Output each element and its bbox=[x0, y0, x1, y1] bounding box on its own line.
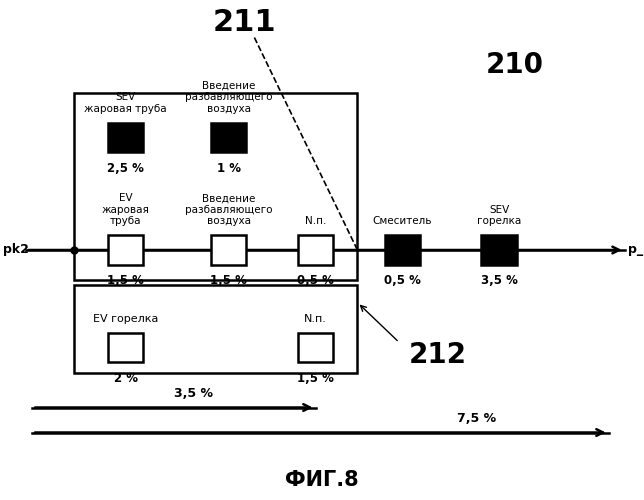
Text: SEV
жаровая труба: SEV жаровая труба bbox=[84, 92, 167, 114]
Text: 3,5 %: 3,5 % bbox=[480, 274, 518, 287]
Bar bbox=[385, 236, 420, 264]
Bar bbox=[74, 92, 357, 280]
Text: 7,5 %: 7,5 % bbox=[457, 412, 496, 425]
Bar bbox=[298, 236, 334, 264]
Bar bbox=[108, 333, 143, 362]
Text: SEV
горелка: SEV горелка bbox=[477, 205, 521, 227]
Text: 1 %: 1 % bbox=[216, 162, 241, 175]
Text: 1,5 %: 1,5 % bbox=[210, 274, 247, 287]
Text: p_LPT: p_LPT bbox=[628, 244, 644, 256]
Text: 0,5 %: 0,5 % bbox=[297, 274, 334, 287]
Text: 212: 212 bbox=[409, 341, 467, 369]
Text: pk2: pk2 bbox=[3, 244, 29, 256]
Bar bbox=[108, 123, 143, 152]
Bar bbox=[211, 236, 246, 264]
Text: 2,5 %: 2,5 % bbox=[107, 162, 144, 175]
Text: 0,5 %: 0,5 % bbox=[384, 274, 421, 287]
Text: N.п.: N.п. bbox=[304, 314, 327, 324]
Bar bbox=[211, 123, 246, 152]
Text: EV горелка: EV горелка bbox=[93, 314, 158, 324]
Text: 211: 211 bbox=[213, 8, 276, 37]
Text: N.п.: N.п. bbox=[305, 216, 327, 226]
Text: ФИГ.8: ФИГ.8 bbox=[285, 470, 359, 490]
Text: 1,5 %: 1,5 % bbox=[107, 274, 144, 287]
Text: EV
жаровая
труба: EV жаровая труба bbox=[102, 194, 149, 226]
Text: Введение
разбавляющего
воздуха: Введение разбавляющего воздуха bbox=[185, 81, 272, 114]
Text: 3,5 %: 3,5 % bbox=[174, 387, 213, 400]
Text: 210: 210 bbox=[486, 51, 544, 79]
Bar bbox=[108, 236, 143, 264]
Text: Смеситель: Смеситель bbox=[373, 216, 432, 226]
Bar bbox=[482, 236, 516, 264]
Bar bbox=[298, 333, 334, 362]
Bar bbox=[74, 285, 357, 372]
Text: 1,5 %: 1,5 % bbox=[297, 372, 334, 385]
Text: 2 %: 2 % bbox=[113, 372, 138, 385]
Text: Введение
разбавляющего
воздуха: Введение разбавляющего воздуха bbox=[185, 194, 272, 226]
